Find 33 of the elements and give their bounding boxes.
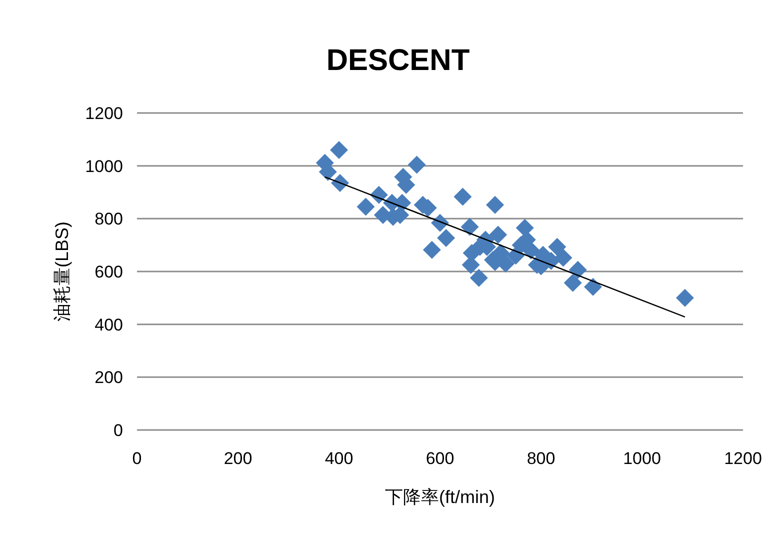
point (422, 240, 441, 259)
x-tick-label: 0 (132, 449, 142, 468)
point (522, 241, 540, 260)
x-tick-label: 400 (324, 449, 354, 468)
y-tick-label: 200 (94, 368, 123, 388)
x-tick-label: 800 (526, 449, 556, 468)
x-tick-label: 200 (224, 449, 252, 468)
x-axis-title: 下降率(ft/min) (385, 487, 495, 507)
point (460, 218, 479, 236)
point (454, 188, 472, 206)
x-tick-label: 600 (426, 449, 454, 468)
point (356, 198, 375, 216)
point (437, 228, 456, 247)
point (584, 278, 602, 296)
y-axis-title: 油耗量(LBS) (52, 221, 72, 322)
chart-title: DESCENT (326, 44, 470, 77)
point (676, 288, 694, 307)
y-tick-label: 0 (114, 421, 123, 440)
point (564, 274, 582, 292)
point (568, 260, 587, 279)
y-tick-label: 800 (94, 210, 123, 229)
point (548, 238, 566, 256)
x-tick-label: 1000 (623, 449, 661, 468)
point (408, 156, 426, 174)
point (470, 268, 488, 287)
y-tick-label: 1200 (85, 104, 123, 123)
y-tick-label: 400 (94, 315, 123, 334)
x-tick-label: 1200 (724, 449, 762, 468)
point (489, 226, 508, 244)
y-tick-label: 1000 (85, 156, 123, 176)
point (330, 140, 348, 159)
y-tick-label: 600 (94, 262, 123, 282)
point (486, 196, 504, 214)
